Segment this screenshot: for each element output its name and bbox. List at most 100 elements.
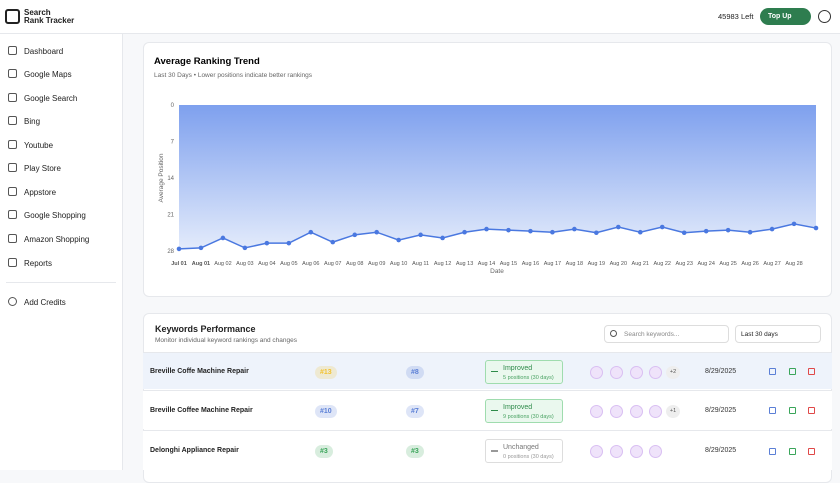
x-tick-label: Aug 26 xyxy=(741,261,758,267)
keyword-row: Breville Coffee Machine Repair #10 #7 Impro… xyxy=(143,390,832,429)
y-tick-label: 21 xyxy=(167,213,174,219)
status-change: 9 positions (30 days) xyxy=(503,413,554,420)
point xyxy=(176,246,182,252)
point xyxy=(418,232,423,238)
row-action[interactable] xyxy=(769,407,776,414)
nav-icon xyxy=(8,297,17,306)
nav-item[interactable]: Dashboard xyxy=(0,41,122,61)
y-tick-label: 0 xyxy=(171,103,175,109)
keyword-row: Breville Coffe Machine Repair #13 #8 Improv… xyxy=(143,352,832,389)
nav-item[interactable]: Google Search xyxy=(0,88,122,108)
status-icon xyxy=(491,370,498,372)
feature-icon[interactable] xyxy=(590,365,603,379)
row-action[interactable] xyxy=(808,407,815,414)
credits-left: 45983 Left xyxy=(718,12,754,21)
divider xyxy=(6,282,116,283)
rank-pill: #7 xyxy=(406,404,424,418)
nav-item[interactable]: Reports xyxy=(0,253,122,273)
x-tick-label: Aug 20 xyxy=(610,261,627,267)
y-axis-label: Average Position xyxy=(158,153,165,202)
feature-icon[interactable] xyxy=(610,365,623,379)
nav-item[interactable]: Amazon Shopping xyxy=(0,229,122,249)
point xyxy=(484,226,489,232)
point xyxy=(506,227,511,233)
feature-icon[interactable] xyxy=(649,365,662,379)
feature-icon[interactable] xyxy=(649,445,662,458)
nav-item[interactable]: Google Shopping xyxy=(0,205,122,225)
feature-icon[interactable] xyxy=(610,404,623,418)
point xyxy=(616,224,621,230)
nav-icon xyxy=(8,187,17,196)
chart-subtitle: Last 30 Days • Lower positions indicate … xyxy=(154,72,313,79)
row-action[interactable] xyxy=(789,447,796,455)
top-up-button[interactable]: Top Up xyxy=(760,8,811,25)
sidebar: Dashboard Google Maps Google Search Bing You… xyxy=(0,34,123,470)
x-tick-label: Aug 01 xyxy=(192,261,210,267)
avatar[interactable] xyxy=(818,10,831,23)
nav-icon xyxy=(8,93,17,102)
nav-icon xyxy=(8,234,17,243)
nav-item[interactable]: Appstore xyxy=(0,182,122,202)
point xyxy=(308,229,314,235)
rank-pill: #13 xyxy=(315,365,337,379)
row-action[interactable] xyxy=(789,407,796,414)
x-tick-label: Aug 06 xyxy=(302,261,319,267)
logo-icon xyxy=(5,9,20,24)
feature-icon[interactable] xyxy=(649,404,662,418)
nav-icon xyxy=(8,258,17,267)
x-tick-label: Aug 21 xyxy=(632,261,649,267)
point xyxy=(396,237,401,243)
nav-icon xyxy=(8,69,17,78)
row-action[interactable] xyxy=(808,368,815,375)
x-tick-label: Aug 17 xyxy=(544,261,561,267)
row-action[interactable] xyxy=(789,368,796,375)
status-change: 5 positions (30 days) xyxy=(503,374,554,381)
x-tick-label: Jul 01 xyxy=(171,261,187,267)
keyword-row: Delonghi Appliance Repair #3 #3 Unchanged 0 … xyxy=(143,430,832,470)
x-tick-label: Aug 18 xyxy=(566,261,583,267)
point xyxy=(286,240,292,246)
y-tick-label: 28 xyxy=(167,249,174,255)
status-box: Unchanged 0 positions (30 days) xyxy=(485,439,563,463)
search-input[interactable]: Search keywords... xyxy=(604,325,729,343)
x-tick-label: Aug 15 xyxy=(500,261,517,267)
feature-icon[interactable] xyxy=(630,445,643,458)
status-box: Improved 5 positions (30 days) xyxy=(485,359,563,384)
nav-icon xyxy=(8,116,17,125)
row-action[interactable] xyxy=(769,447,776,455)
x-tick-label: Aug 24 xyxy=(697,261,714,267)
point xyxy=(242,245,248,251)
row-action[interactable] xyxy=(769,368,776,375)
nav-item[interactable]: Youtube xyxy=(0,135,122,155)
x-tick-label: Aug 25 xyxy=(719,261,736,267)
feature-icon[interactable] xyxy=(590,445,603,458)
nav-icon xyxy=(8,140,17,149)
feature-icon[interactable] xyxy=(630,365,643,379)
feature-icon[interactable] xyxy=(610,445,623,458)
point xyxy=(769,226,775,232)
nav-item[interactable]: Google Maps xyxy=(0,64,122,84)
feature-icon[interactable] xyxy=(630,404,643,418)
point xyxy=(813,225,819,231)
x-tick-label: Aug 02 xyxy=(214,261,231,267)
page: {"header":{"brand_line1":"Search","brand… xyxy=(0,8,840,483)
row-action[interactable] xyxy=(808,447,815,455)
x-tick-label: Aug 04 xyxy=(258,261,275,267)
y-tick-label: 14 xyxy=(167,176,174,182)
status-box: Improved 9 positions (30 days) xyxy=(485,398,563,423)
point xyxy=(747,229,753,235)
x-tick-label: Aug 27 xyxy=(763,261,780,267)
status-icon xyxy=(491,450,498,452)
point xyxy=(681,230,687,236)
nav-item[interactable]: Bing xyxy=(0,111,122,131)
nav-item[interactable]: Play Store xyxy=(0,158,122,178)
period-select[interactable]: Last 30 days xyxy=(735,325,821,343)
x-tick-label: Aug 09 xyxy=(368,261,385,267)
status-icon xyxy=(491,409,498,411)
point xyxy=(725,227,731,233)
x-tick-label: Aug 22 xyxy=(654,261,671,267)
nav-item[interactable]: Add Credits xyxy=(0,292,122,312)
feature-icon[interactable] xyxy=(590,404,603,418)
search-icon xyxy=(610,330,617,337)
x-tick-label: Aug 13 xyxy=(456,261,473,267)
